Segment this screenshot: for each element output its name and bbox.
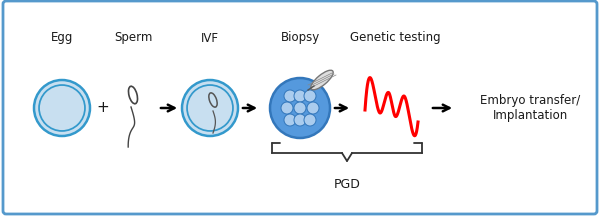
Ellipse shape (307, 102, 319, 114)
Ellipse shape (294, 102, 306, 114)
Ellipse shape (294, 90, 306, 102)
Ellipse shape (294, 114, 306, 126)
Text: Biopsy: Biopsy (280, 32, 320, 44)
Ellipse shape (284, 114, 296, 126)
Text: Embryo transfer/
Implantation: Embryo transfer/ Implantation (480, 94, 580, 122)
FancyBboxPatch shape (3, 1, 597, 214)
Ellipse shape (284, 90, 296, 102)
Text: Sperm: Sperm (114, 32, 152, 44)
Ellipse shape (304, 114, 316, 126)
Text: IVF: IVF (201, 32, 219, 44)
Text: Egg: Egg (51, 32, 73, 44)
Ellipse shape (304, 90, 316, 102)
Ellipse shape (34, 80, 90, 136)
Ellipse shape (270, 78, 330, 138)
Ellipse shape (311, 70, 333, 90)
Ellipse shape (182, 80, 238, 136)
Text: PGD: PGD (334, 178, 361, 192)
Text: +: + (97, 100, 109, 116)
Ellipse shape (281, 102, 293, 114)
Text: Genetic testing: Genetic testing (350, 32, 440, 44)
